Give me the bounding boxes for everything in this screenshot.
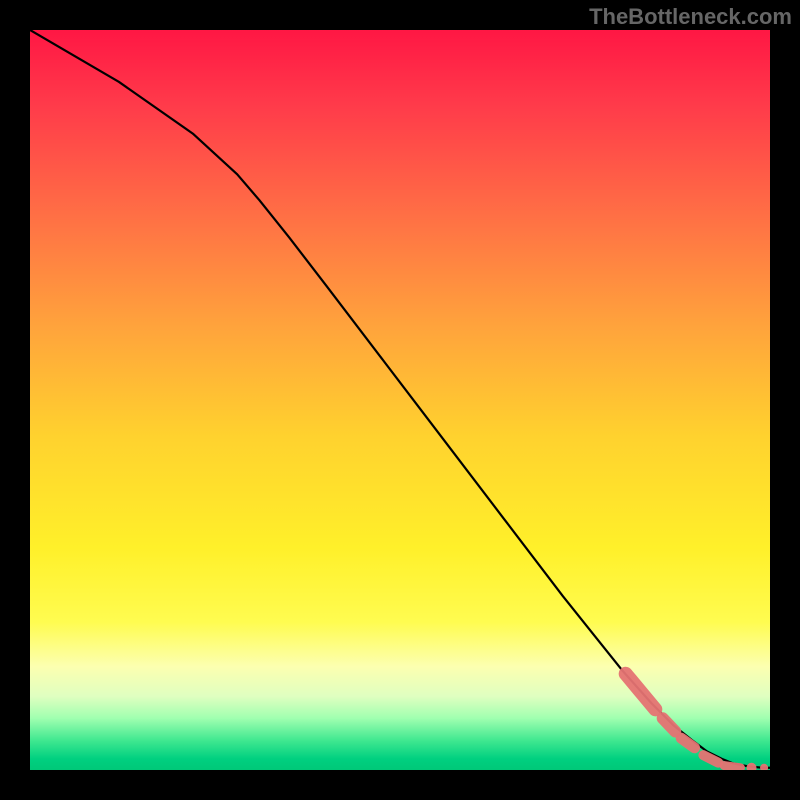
marker-capsule (724, 766, 740, 768)
chart-container: TheBottleneck.com (0, 0, 800, 800)
marker-capsule (703, 755, 718, 762)
chart-svg (30, 30, 770, 770)
plot-area (30, 30, 770, 770)
watermark-text: TheBottleneck.com (589, 4, 792, 30)
gradient-background (30, 30, 770, 770)
marker-capsule (681, 738, 694, 748)
